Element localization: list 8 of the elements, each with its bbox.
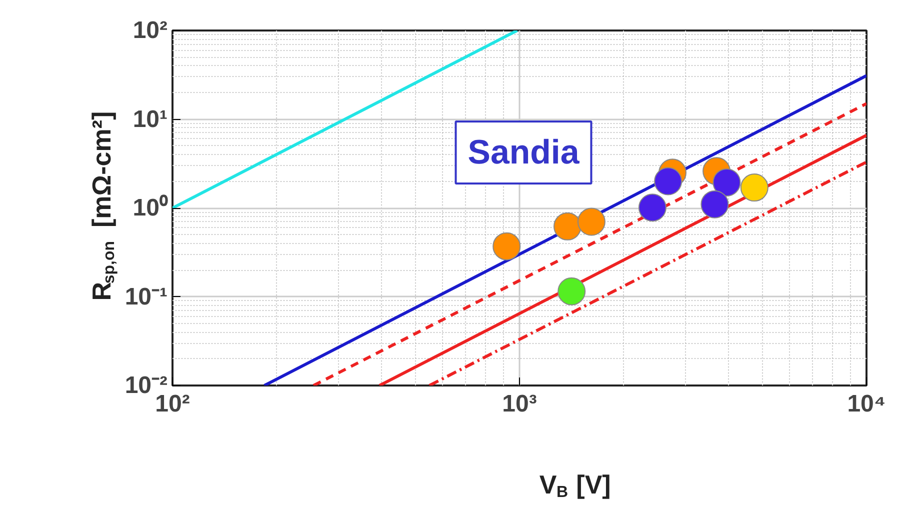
y-tick-label: 10¹ [132, 106, 168, 133]
y-axis-title: Rsp,on [mΩ-cm²] [86, 111, 118, 301]
x-tick-label: 10³ [502, 390, 537, 418]
y-tick-label: 10⁰ [132, 194, 168, 222]
y-tick-label: 10⁻¹ [124, 283, 168, 310]
y-tick-label: 10² [132, 17, 168, 44]
annotation: Sandia [468, 134, 580, 172]
x-tick-label: 10⁴ [847, 390, 886, 418]
